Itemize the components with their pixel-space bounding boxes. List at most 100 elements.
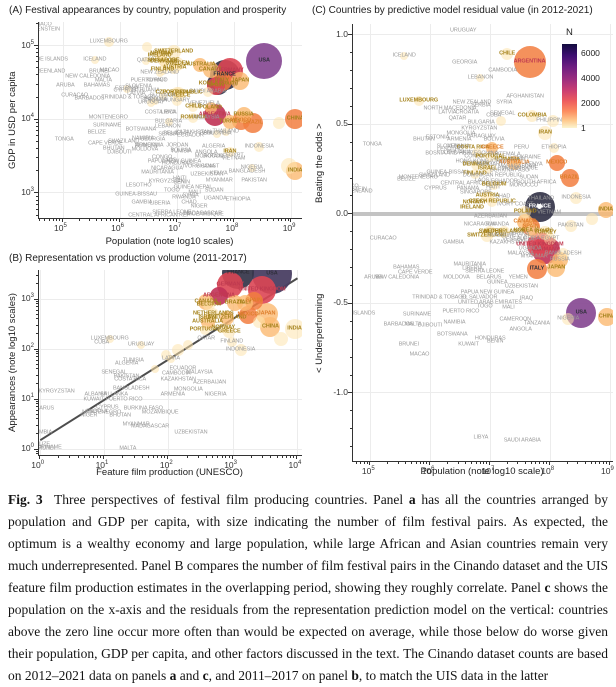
y-axis-major-tick <box>34 448 38 450</box>
country-label: MYANMAR <box>520 253 548 260</box>
x-axis-tick-label: 103 <box>224 460 237 470</box>
country-label: PARAGUAY <box>466 133 496 140</box>
country-label: LESOTHO <box>125 182 152 189</box>
bubble <box>281 158 298 175</box>
x-axis-minor-tick <box>230 218 232 221</box>
country-label: BULGARIA <box>154 118 183 125</box>
caption-text: and <box>176 668 203 683</box>
y-axis-minor-tick <box>35 170 38 172</box>
x-axis-minor-tick <box>483 461 485 464</box>
x-axis-minor-tick <box>69 455 71 458</box>
x-axis-major-tick <box>175 218 177 222</box>
x-axis-minor-tick <box>602 461 604 464</box>
x-axis-minor-tick <box>457 461 459 464</box>
country-label: SAUDI ARABIA <box>189 88 227 95</box>
bubble <box>158 92 167 101</box>
panel-b-plot: FRANCE USA UNITED KINGDOM GERMANY ARGENTINA C… <box>38 270 302 456</box>
x-axis-minor-tick <box>78 218 80 221</box>
gridline-vertical <box>104 270 106 455</box>
country-label: GAMBIA <box>131 199 153 206</box>
y-axis-major-tick <box>348 392 352 394</box>
country-label: BELIZE <box>397 176 416 183</box>
x-axis-minor-tick <box>277 218 279 221</box>
country-label: SIERRA LEONE <box>465 268 505 275</box>
country-label: PAKISTAN <box>241 177 267 184</box>
x-axis-major-tick <box>167 455 169 459</box>
country-label: SWITZERLAND <box>467 232 507 239</box>
country-label: LAOS <box>474 176 490 183</box>
x-axis-minor-tick <box>100 455 102 458</box>
country-label: KYRGYZSTAN <box>461 125 498 132</box>
country-label: AUSTRALIA <box>192 318 224 325</box>
bubble <box>480 230 493 243</box>
country-label: AFGHANISTAN <box>506 93 544 100</box>
x-axis-minor-tick <box>148 455 150 458</box>
x-axis-minor-tick <box>272 218 274 221</box>
x-axis-minor-tick <box>145 218 147 221</box>
bubble <box>273 116 286 129</box>
x-axis-major-tick <box>548 461 550 465</box>
country-label: SPAIN <box>207 81 224 88</box>
y-axis-minor-tick <box>35 418 38 420</box>
bubble <box>90 55 99 64</box>
y-axis-minor-tick <box>35 214 38 216</box>
y-axis-minor-tick <box>349 195 352 197</box>
country-label: CAPE VERDE <box>397 269 433 276</box>
bubble <box>597 202 613 219</box>
country-label: INDIA <box>287 167 302 174</box>
country-label: PERU <box>199 130 215 137</box>
country-label: KAZAKHSTAN <box>175 129 211 136</box>
gridline-horizontal <box>39 298 302 300</box>
country-label: CAPE VERDE <box>88 140 123 147</box>
country-label: ALGERIA <box>115 360 139 367</box>
bubble <box>598 307 613 326</box>
country-label: SLOVENIA <box>436 142 464 149</box>
bubble <box>150 364 159 373</box>
country-label: GHANA <box>195 163 215 170</box>
x-axis-minor-tick <box>546 461 547 464</box>
x-axis-minor-tick <box>210 218 212 221</box>
country-label: CENTRAL AFRICAN REP <box>128 212 191 219</box>
y-axis-minor-tick <box>349 231 352 233</box>
x-axis-tick-label: 106 <box>421 466 435 476</box>
x-axis-minor-tick <box>113 218 115 221</box>
country-label: CAMBODIA <box>488 66 517 73</box>
x-axis-minor-tick <box>605 461 607 464</box>
country-label: GERMANY <box>216 67 244 74</box>
country-label: ZIMBABWE <box>486 232 516 239</box>
country-label: FINLAND <box>220 338 244 345</box>
country-label: VIETNAM <box>221 155 246 162</box>
country-label: NORTH MACEDONIA <box>423 105 477 112</box>
country-label: LIECHTENSTEIN <box>38 26 61 33</box>
y-axis-tick-label: 0.0 <box>336 207 348 218</box>
y-axis-minor-tick <box>35 353 38 355</box>
x-axis-tick-label: 102 <box>159 460 173 470</box>
country-label: COSTA RICA <box>144 109 177 116</box>
country-label: IRELAND <box>460 203 484 210</box>
bubble <box>501 48 514 61</box>
country-label: LEBANON <box>154 123 181 130</box>
bubble <box>413 96 424 106</box>
country-label: KOREA (South) <box>513 227 553 234</box>
x-axis-minor-tick <box>486 461 488 464</box>
bubble <box>160 350 171 361</box>
y-axis-minor-tick <box>35 195 38 197</box>
country-label: FAROE ISLANDS <box>352 310 376 317</box>
y-axis-minor-tick <box>35 356 38 358</box>
country-label: KENYA <box>209 170 228 177</box>
country-label: URUGUAY <box>450 27 477 34</box>
country-label: FRANCE <box>528 202 552 209</box>
y-axis-minor-tick <box>349 410 352 412</box>
bubble <box>164 117 173 126</box>
country-label: AZERBAIJAN <box>474 213 507 220</box>
x-axis-major-tick <box>61 218 63 222</box>
country-label: AUSTRALIA <box>498 159 530 166</box>
country-label: GAMBIA <box>38 429 53 436</box>
country-label: GUATEMALA <box>487 150 521 157</box>
country-label: ARGENTINA <box>513 57 546 64</box>
gridline-vertical <box>609 24 611 461</box>
x-axis-minor-tick <box>250 218 252 221</box>
country-label: GUINEA <box>487 279 508 286</box>
bubble <box>247 163 256 172</box>
x-axis-minor-tick <box>470 461 472 464</box>
